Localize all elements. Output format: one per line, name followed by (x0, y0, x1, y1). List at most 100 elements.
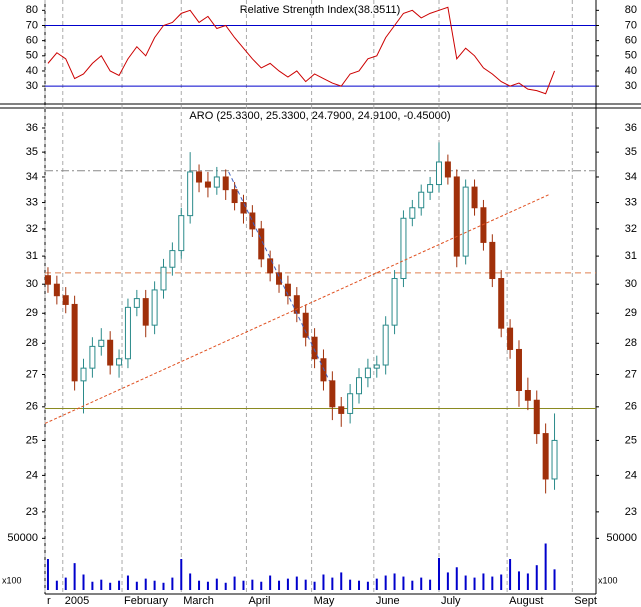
y-tick-label: 36 (26, 122, 38, 134)
candle-body (311, 336, 318, 360)
y-tick-label: 23 (625, 506, 637, 518)
y-tick-label: 28 (26, 337, 38, 349)
volume-bar (295, 576, 298, 590)
volume-bar (242, 580, 245, 590)
x-tick-label: April (248, 595, 270, 607)
volume-bar (304, 579, 307, 590)
y-tick-label: 70 (26, 19, 38, 31)
candle-body (196, 171, 203, 183)
volume-bar (366, 581, 369, 590)
volume-bar (375, 578, 378, 590)
candle-body (213, 176, 220, 188)
x-tick-label: February (124, 595, 169, 607)
volume-bar (500, 574, 503, 590)
y-tick-label: 29 (625, 307, 637, 319)
rsi-title: Relative Strength Index(38.3511) (240, 4, 401, 16)
candle-body (462, 186, 469, 257)
candle-body (107, 339, 114, 366)
y-tick-label: 28 (625, 337, 637, 349)
candle-body (249, 212, 256, 230)
y-tick-label: 60 (26, 35, 38, 47)
candle-body (347, 393, 354, 414)
y-tick-label: 31 (26, 250, 38, 262)
y-tick-label: 50000 (7, 532, 38, 544)
volume-bar (446, 572, 449, 590)
volume-bar (180, 559, 183, 590)
volume-bar (64, 577, 67, 590)
volume-bar (544, 543, 547, 590)
y-tick-label: 70 (625, 19, 637, 31)
x-tick-label: March (183, 595, 214, 607)
volume-bar (153, 580, 156, 590)
volume-bar (455, 567, 458, 590)
x-tick-label: August (509, 595, 543, 607)
candle-body (44, 275, 51, 285)
volume-bar (331, 577, 334, 590)
y-tick-label: 32 (625, 223, 637, 235)
y-tick-label: 23 (26, 506, 38, 518)
candle-body (507, 327, 514, 350)
y-tick-label: 31 (625, 250, 637, 262)
candle-body (151, 289, 158, 326)
volume-bar (437, 557, 440, 590)
trend-line (228, 171, 330, 382)
candle-body (471, 186, 478, 209)
volume-bar (100, 579, 103, 590)
candle-body (364, 367, 371, 379)
volume-bar (402, 576, 405, 590)
candle-body (178, 215, 185, 252)
volume-bar (491, 576, 494, 590)
candle-body (356, 377, 363, 395)
volume-bar (313, 581, 316, 590)
y-tick-label: 24 (26, 469, 38, 481)
y-tick-label: 40 (625, 65, 637, 77)
volume-bar (171, 577, 174, 590)
y-tick-label: 30 (625, 80, 637, 92)
volume-bar (269, 575, 272, 590)
candle-body (169, 250, 176, 268)
y-tick-label: 30 (26, 278, 38, 290)
volume-bar (393, 573, 396, 590)
candle-body (435, 161, 442, 186)
volume-bar (509, 559, 512, 590)
candle-body (427, 184, 434, 193)
x-tick-label: July (441, 595, 461, 607)
candle-body (89, 345, 96, 369)
y-tick-label: 25 (625, 434, 637, 446)
volume-bar (144, 578, 147, 590)
candle-body (453, 176, 460, 257)
x-tick-label: 2005 (65, 595, 89, 607)
volume-bar (198, 580, 201, 590)
candle-body (524, 389, 531, 401)
volume-bar (553, 569, 556, 590)
y-tick-label: 27 (26, 368, 38, 380)
y-tick-label: 80 (26, 4, 38, 16)
volume-bar (420, 577, 423, 590)
volume-bar (535, 565, 538, 590)
y-tick-label: 32 (26, 223, 38, 235)
candle-body (284, 283, 291, 297)
candle-body (489, 241, 496, 280)
candle-body (267, 258, 274, 274)
y-tick-label: 40 (26, 65, 38, 77)
y-tick-label: 50 (625, 50, 637, 62)
volume-bar (135, 581, 138, 590)
candle-body (53, 283, 60, 297)
y-tick-label: 26 (625, 401, 637, 413)
candle-body (240, 202, 247, 214)
y-tick-label: 35 (26, 146, 38, 158)
volume-bar (55, 580, 58, 590)
volume-bar (126, 575, 129, 590)
volume-bar (73, 563, 76, 590)
volume-bar (429, 579, 432, 590)
candle-body (80, 367, 87, 382)
candle-body (400, 217, 407, 280)
candle-body (382, 324, 389, 366)
candle-body (320, 358, 327, 382)
volume-bar (411, 580, 414, 590)
y-tick-label: 60 (625, 35, 637, 47)
y-tick-label: 29 (26, 307, 38, 319)
candle-body (338, 406, 345, 414)
